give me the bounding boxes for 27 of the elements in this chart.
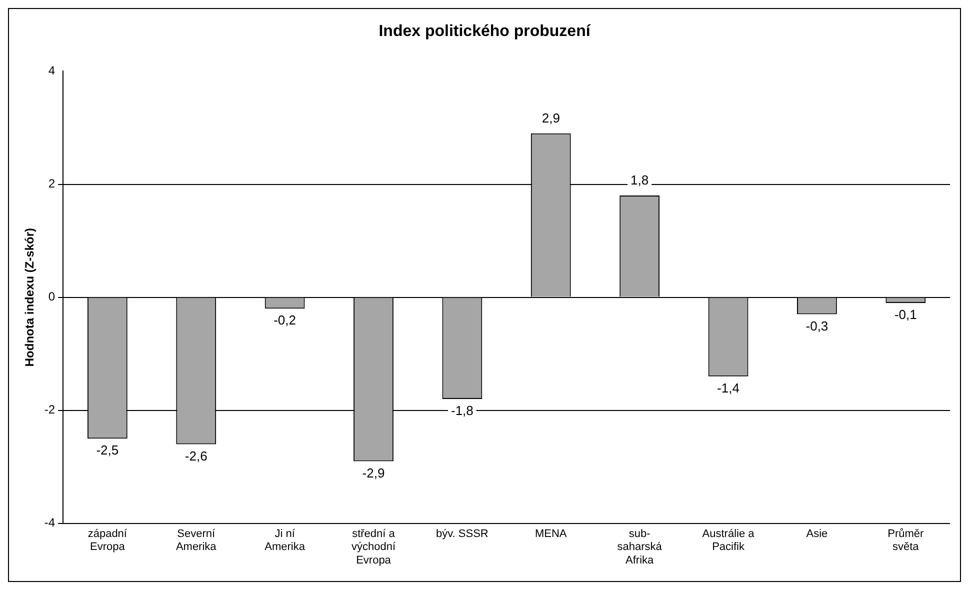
y-tick-label: 0 [48, 290, 56, 304]
x-tick-label: sub-saharská Afrika [617, 528, 663, 566]
x-tick-label: Asie [806, 528, 828, 540]
x-tick-label: Severní Amerika [176, 528, 218, 554]
x-tick-label: západní Evropa [88, 528, 128, 554]
y-axis-title: Hodnota indexu (Z-skór) [22, 228, 37, 367]
y-tick-label: -2 [44, 402, 56, 417]
data-label: -0,2 [274, 312, 296, 328]
x-tick-label: Ji ní Amerika [264, 528, 306, 554]
data-label: 1,8 [630, 172, 649, 188]
x-tick-label: Austrálie a Pacifik [702, 528, 756, 554]
data-label: -2,9 [362, 465, 385, 480]
data-label: -2,5 [96, 442, 119, 458]
x-tick-label: MENA [534, 528, 568, 540]
data-label: -1,4 [717, 380, 740, 396]
x-tick-label: střední a východní Evropa [351, 528, 396, 566]
x-tick-label: Průměr světa [888, 528, 924, 554]
y-tick-label: -4 [44, 516, 56, 530]
data-label: 2,9 [542, 110, 560, 126]
data-label: -1,8 [450, 403, 474, 418]
chart-title: Index politického probuzení [378, 23, 591, 40]
y-tick-label: 4 [48, 64, 56, 78]
y-tick-label: 2 [48, 176, 56, 191]
x-tick-label: býv. SSSR [436, 528, 488, 540]
data-label: -0,1 [894, 307, 917, 322]
data-label: -2,6 [184, 448, 208, 464]
data-label: -0,3 [806, 318, 828, 334]
